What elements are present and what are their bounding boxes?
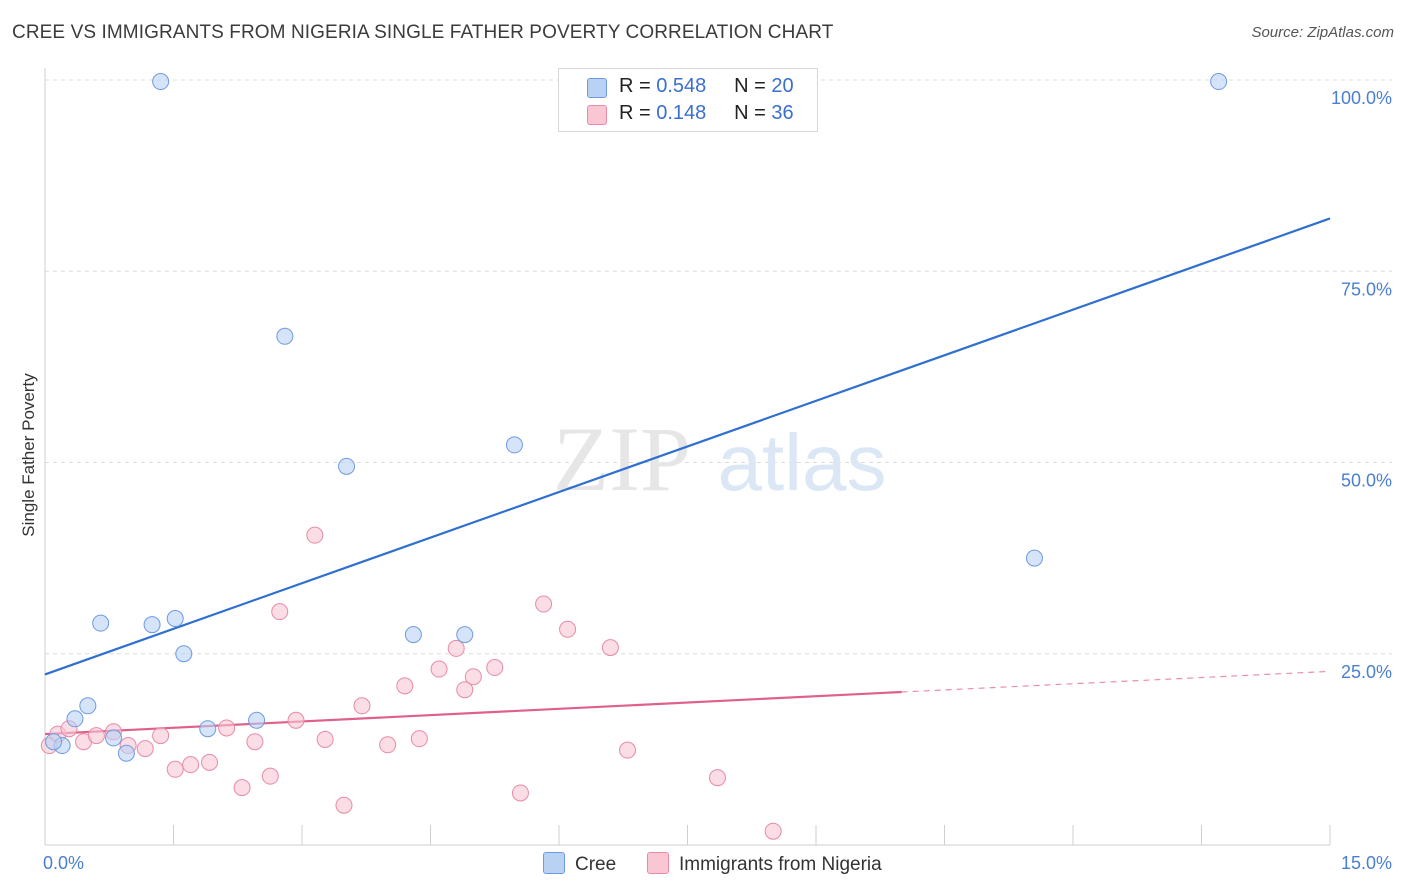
chart-title: CREE VS IMMIGRANTS FROM NIGERIA SINGLE F…	[12, 22, 834, 43]
nigeria-point-19	[316, 730, 334, 748]
gridlines	[45, 79, 1392, 655]
cree-point-8	[166, 610, 184, 628]
nigeria-point-8	[152, 727, 170, 745]
cree-point-10	[199, 720, 217, 738]
cree-point-16	[505, 436, 523, 454]
legend-cree-swatch	[543, 852, 565, 874]
cree-point-9	[175, 645, 193, 663]
cree-point-17	[1025, 549, 1043, 567]
nigeria-point-36	[708, 769, 726, 787]
nigeria-point-15	[261, 767, 279, 785]
watermark-atlas: atlas	[718, 418, 887, 507]
nigeria-point-27	[456, 681, 474, 699]
y-tick-label-2: 75.0%	[1341, 279, 1392, 299]
nigeria-r-label: R =	[619, 102, 651, 124]
nigeria-point-23	[396, 677, 414, 695]
watermark: ZIP atlas	[553, 408, 886, 510]
x-tick-label-0: 0.0%	[43, 853, 84, 873]
nigeria-point-31	[535, 595, 553, 613]
nigeria-n-value: 36	[771, 102, 794, 124]
nigeria-point-10	[182, 756, 200, 774]
data-points	[40, 73, 1228, 840]
nigeria-point-4	[87, 727, 105, 745]
nigeria-point-29	[486, 659, 504, 677]
nigeria-point-32	[559, 620, 577, 638]
y-axis-label: Single Father Poverty	[19, 373, 38, 537]
nigeria-point-35	[764, 822, 782, 840]
legend-cree-label: Cree	[575, 854, 617, 875]
cree-r-value: 0.548	[656, 75, 707, 97]
nigeria-point-7	[136, 740, 154, 758]
cree-point-7	[152, 73, 170, 91]
cree-point-15	[456, 626, 474, 644]
nigeria-point-21	[353, 697, 371, 715]
nigeria-point-14	[246, 733, 264, 751]
nigeria-point-33	[601, 639, 619, 657]
nigeria-r-value: 0.148	[656, 102, 707, 124]
cree-trend-line	[44, 217, 1331, 676]
cree-point-6	[143, 616, 161, 634]
nigeria-n-label: N =	[734, 102, 766, 124]
nigeria-point-30	[511, 784, 529, 802]
y-tick-label-1: 50.0%	[1341, 471, 1392, 491]
x-tick-label-1: 15.0%	[1341, 853, 1392, 873]
stats-legend: R = 0.548 N = 20 R = 0.148 N = 36	[558, 68, 818, 132]
legend-nigeria-label: Immigrants from Nigeria	[679, 854, 882, 875]
nigeria-point-17	[287, 711, 305, 729]
watermark-zip: ZIP	[553, 408, 691, 510]
cree-point-4	[105, 729, 123, 747]
y-tick-label-3: 100.0%	[1331, 88, 1392, 108]
source-label: Source: ZipAtlas.com	[1251, 24, 1394, 41]
nigeria-point-34	[619, 741, 637, 759]
nigeria-point-26	[447, 639, 465, 657]
legend-item-nigeria: Immigrants from Nigeria	[647, 852, 882, 876]
nigeria-point-11	[200, 753, 218, 771]
cree-point-2	[79, 697, 97, 715]
cree-point-13	[338, 457, 356, 475]
axes	[44, 68, 1331, 846]
nigeria-point-13	[233, 779, 251, 797]
cree-point-11	[248, 711, 266, 729]
cree-point-14	[404, 626, 422, 644]
cree-point-12	[276, 327, 294, 345]
legend-nigeria-swatch	[647, 852, 669, 874]
trend-lines	[44, 217, 1331, 736]
cree-point-19	[45, 733, 63, 751]
cree-point-5	[117, 744, 135, 762]
cree-point-1	[66, 710, 84, 728]
nigeria-point-16	[271, 603, 289, 621]
legend-item-cree: Cree	[543, 852, 616, 876]
tick-labels: 25.0% 50.0% 75.0% 100.0% 0.0% 15.0%	[43, 88, 1392, 873]
nigeria-swatch	[587, 105, 607, 125]
cree-n-value: 20	[771, 75, 794, 97]
nigeria-point-9	[166, 760, 184, 778]
nigeria-trend-line-extension	[901, 670, 1331, 693]
y-tick-label-0: 25.0%	[1341, 662, 1392, 682]
cree-n-label: N =	[734, 75, 766, 97]
nigeria-point-20	[335, 796, 353, 814]
nigeria-point-25	[430, 660, 448, 678]
nigeria-point-28	[464, 668, 482, 686]
cree-point-3	[92, 614, 110, 632]
nigeria-point-12	[218, 719, 236, 737]
cree-swatch	[587, 78, 607, 98]
nigeria-trend-line	[44, 690, 902, 736]
cree-r-label: R =	[619, 75, 651, 97]
nigeria-point-18	[306, 526, 324, 544]
nigeria-point-24	[410, 730, 428, 748]
nigeria-point-22	[379, 736, 397, 754]
cree-point-18	[1210, 73, 1228, 91]
